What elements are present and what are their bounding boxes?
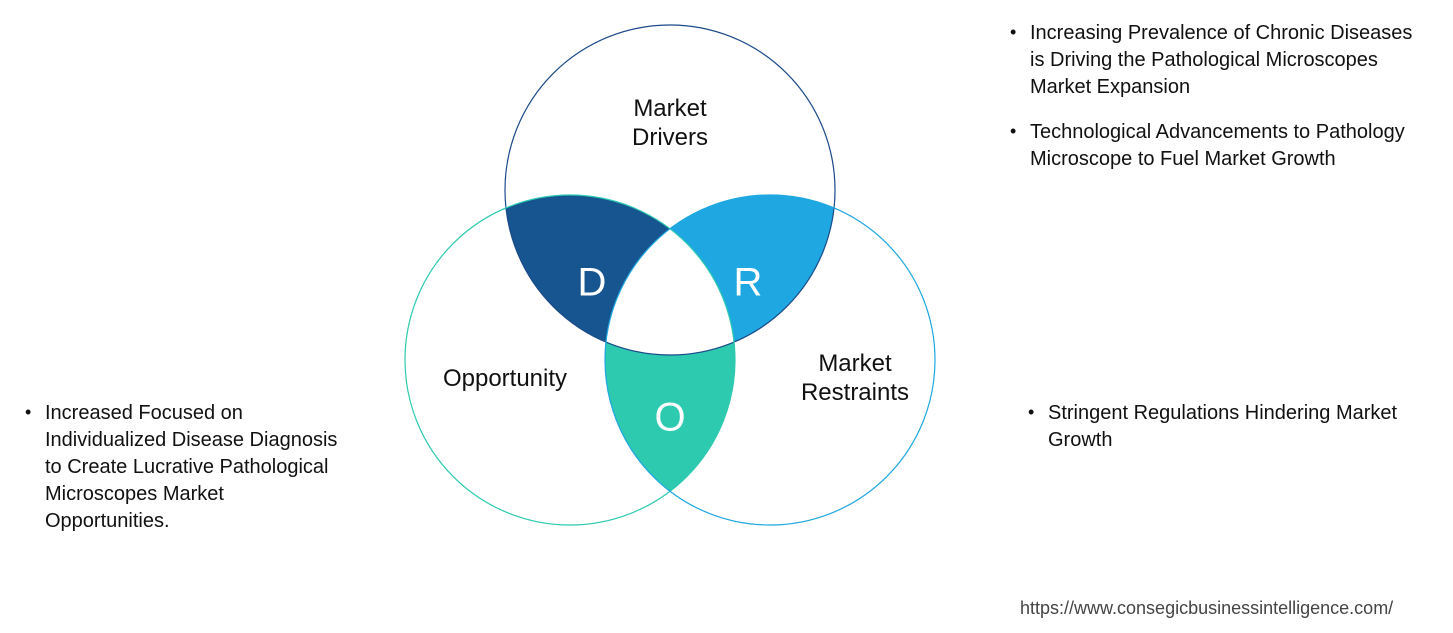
notes-restraints-item: Stringent Regulations Hindering Market G… bbox=[1028, 400, 1408, 454]
notes-drivers-list: Increasing Prevalence of Chronic Disease… bbox=[1010, 20, 1420, 173]
label-opportunity: Opportunity bbox=[415, 365, 595, 394]
letter-d: D bbox=[578, 261, 607, 305]
venn-diagram: D R O MarketDrivers Opportunity MarketRe… bbox=[370, 10, 970, 570]
label-drivers: MarketDrivers bbox=[580, 95, 760, 153]
label-opportunity-text: Opportunity bbox=[443, 365, 567, 392]
notes-drivers: Increasing Prevalence of Chronic Disease… bbox=[1010, 20, 1420, 191]
label-drivers-text: MarketDrivers bbox=[632, 95, 708, 151]
notes-opportunity-item: Increased Focused on Individualized Dise… bbox=[25, 400, 345, 535]
notes-restraints-list: Stringent Regulations Hindering Market G… bbox=[1028, 400, 1408, 454]
label-restraints: MarketRestraints bbox=[765, 350, 945, 408]
notes-restraints: Stringent Regulations Hindering Market G… bbox=[1028, 400, 1408, 472]
letter-r: R bbox=[734, 261, 763, 305]
notes-opportunity-list: Increased Focused on Individualized Dise… bbox=[25, 400, 345, 535]
venn-svg: D R O bbox=[370, 10, 970, 570]
notes-drivers-item: Increasing Prevalence of Chronic Disease… bbox=[1010, 20, 1420, 101]
letter-o: O bbox=[654, 396, 685, 440]
footer-url: https://www.consegicbusinessintelligence… bbox=[1020, 598, 1393, 619]
label-restraints-text: MarketRestraints bbox=[801, 350, 909, 406]
notes-opportunity: Increased Focused on Individualized Dise… bbox=[25, 400, 345, 553]
notes-drivers-item: Technological Advancements to Pathology … bbox=[1010, 119, 1420, 173]
